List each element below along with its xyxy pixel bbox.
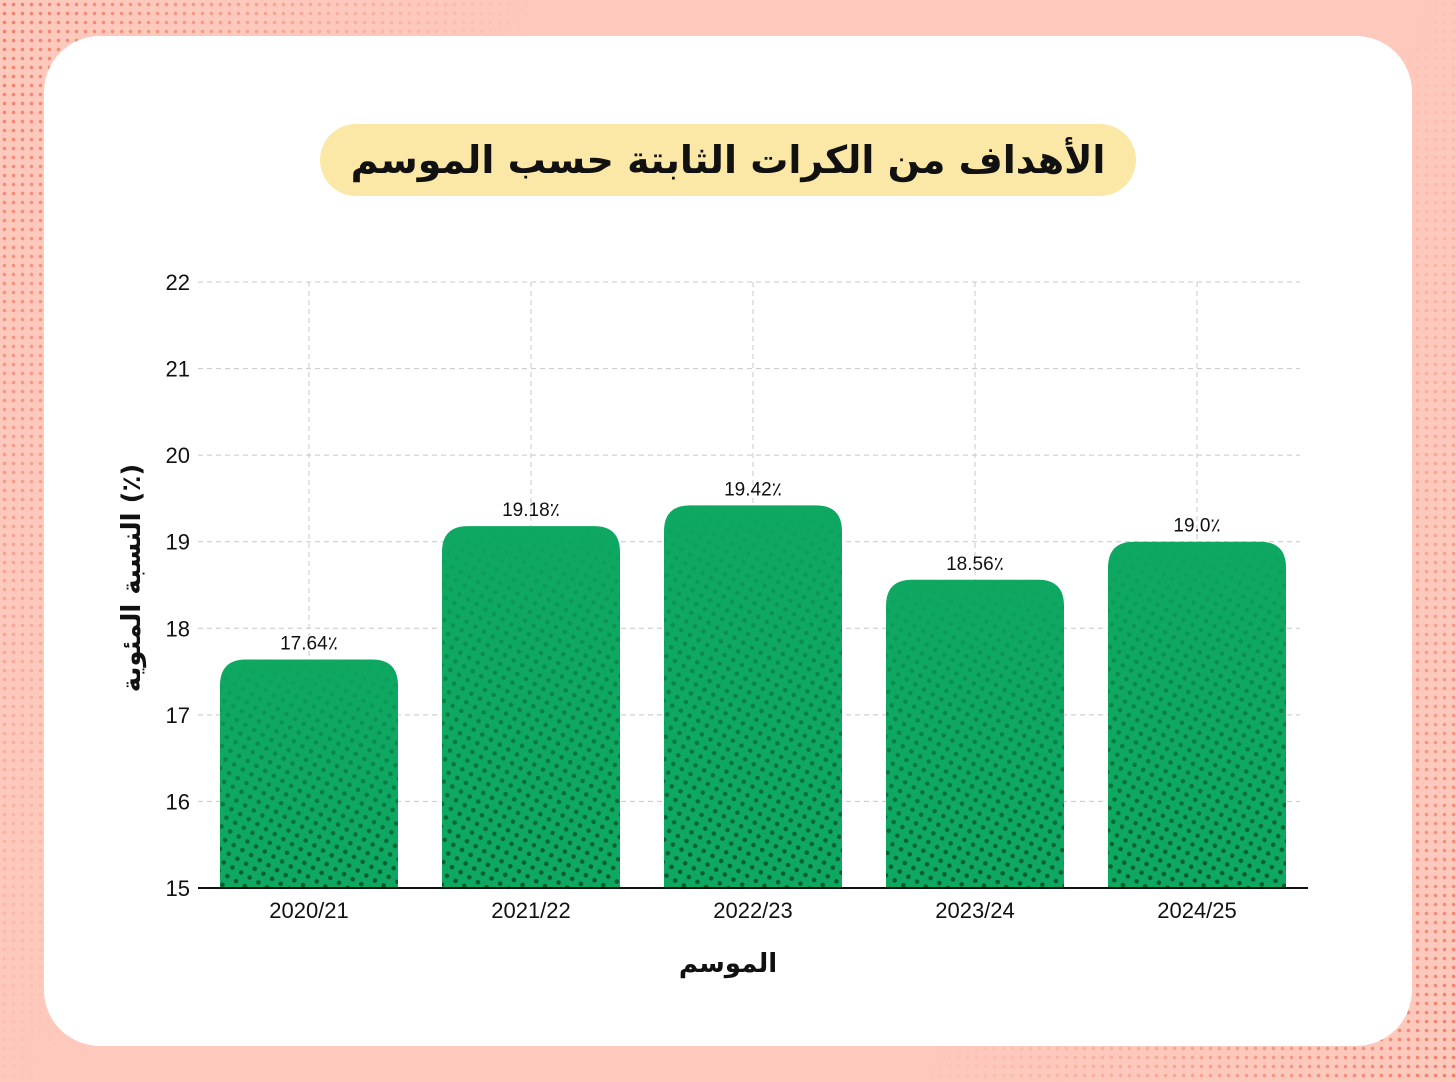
y-tick-label: 16 bbox=[166, 789, 190, 814]
bar-value-label: 18.56٪ bbox=[946, 554, 1004, 575]
bar-2021/22: 19.18٪ bbox=[442, 500, 620, 888]
y-tick-label: 20 bbox=[166, 443, 190, 468]
bar-halftone bbox=[220, 659, 398, 888]
x-tick-label: 2023/24 bbox=[935, 898, 1015, 923]
bar-2024/25: 19.0٪ bbox=[1108, 516, 1286, 888]
bar-2023/24: 18.56٪ bbox=[886, 554, 1064, 888]
y-axis-ticks: 15 16 17 18 19 20 21 22 bbox=[166, 270, 190, 901]
x-axis-ticks: 2020/21 2021/22 2022/23 2023/24 2024/25 bbox=[269, 898, 1237, 923]
x-tick-label: 2024/25 bbox=[1157, 898, 1237, 923]
x-axis-title: الموسم bbox=[679, 949, 777, 979]
y-tick-label: 18 bbox=[166, 616, 190, 641]
y-axis-title: النسبة المئوية (٪) bbox=[117, 464, 147, 692]
bar-value-label: 17.64٪ bbox=[280, 633, 338, 654]
bars: 17.64٪ 19.18٪ 19.42٪ 18.56٪ 19.0٪ bbox=[220, 479, 1286, 888]
y-tick-label: 17 bbox=[166, 703, 190, 728]
y-tick-label: 15 bbox=[166, 876, 190, 901]
x-tick-label: 2020/21 bbox=[269, 898, 349, 923]
bar-halftone bbox=[664, 505, 842, 888]
bar-value-label: 19.18٪ bbox=[502, 500, 560, 521]
bar-value-label: 19.42٪ bbox=[724, 479, 782, 500]
y-tick-label: 22 bbox=[166, 270, 190, 295]
x-tick-label: 2022/23 bbox=[713, 898, 793, 923]
bar-2022/23: 19.42٪ bbox=[664, 479, 842, 888]
bar-value-label: 19.0٪ bbox=[1173, 516, 1220, 537]
bar-halftone bbox=[1108, 541, 1286, 888]
bar-2020/21: 17.64٪ bbox=[220, 633, 398, 888]
chart-title: الأهداف من الكرات الثابتة حسب الموسم bbox=[350, 138, 1106, 182]
x-tick-label: 2021/22 bbox=[491, 898, 571, 923]
y-tick-label: 19 bbox=[166, 530, 190, 555]
title-pill: الأهداف من الكرات الثابتة حسب الموسم bbox=[320, 124, 1136, 196]
bar-halftone bbox=[886, 579, 1064, 888]
bar-halftone bbox=[442, 526, 620, 888]
y-tick-label: 21 bbox=[166, 357, 190, 382]
